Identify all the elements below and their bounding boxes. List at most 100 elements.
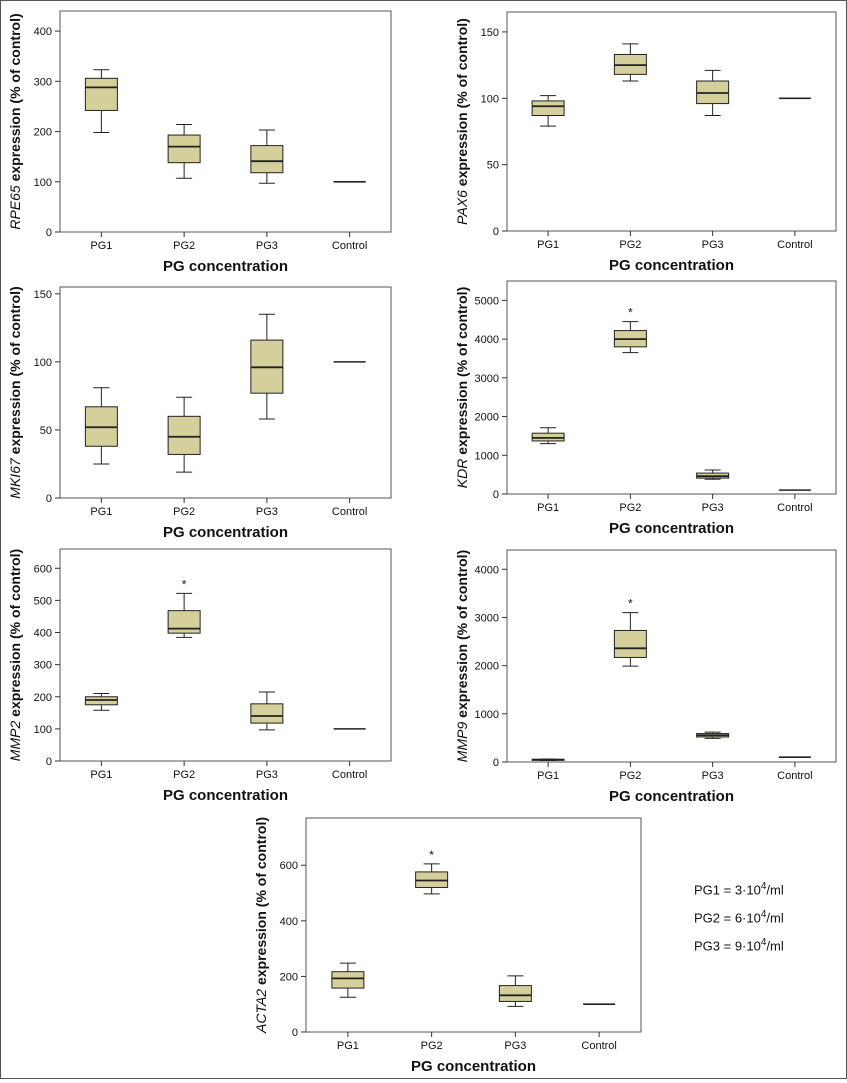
plot-frame	[59, 548, 392, 762]
y-tick-label: 300	[34, 76, 52, 88]
y-axis-label: RPE65 expression (% of control)	[7, 13, 23, 229]
chart-kdr: 0 1000 2000 3000 4000 5000 PG1 PG2 PG3 Control PG …	[454, 280, 837, 537]
y-axis-label: ACTA2 expression (% of control)	[253, 817, 269, 1034]
x-axis-label: PG concentration	[163, 524, 288, 541]
x-tick-label: Control	[777, 502, 812, 514]
y-tick-label: 0	[46, 493, 52, 505]
x-tick-label: Control	[581, 1040, 616, 1052]
box-pg2	[167, 396, 201, 473]
y-axis-gene-name: MMP2	[7, 721, 23, 762]
x-tick-label: PG2	[619, 239, 641, 251]
box-pg2: *	[613, 597, 647, 667]
y-tick-label: 0	[292, 1027, 298, 1039]
x-tick-label: PG1	[337, 1040, 359, 1052]
box-pg2: *	[167, 577, 201, 638]
iqr-box	[250, 145, 284, 174]
plot-frame	[305, 817, 642, 1033]
x-axis-label: PG concentration	[609, 788, 734, 805]
box-pg1	[531, 95, 565, 127]
box-pg1	[84, 693, 118, 711]
iqr-box	[250, 703, 284, 724]
chart-acta2: 0 200 400 600 PG1 PG2 PG3 Control PG concentrati…	[253, 817, 642, 1075]
y-tick-label: 50	[40, 425, 52, 437]
y-axis-unit: expression (% of control)	[253, 817, 269, 989]
box-pg1	[531, 758, 565, 762]
x-tick-label: PG1	[90, 506, 112, 518]
significance-marker: *	[628, 597, 633, 611]
y-tick-label: 0	[493, 757, 499, 769]
y-tick-label: 3000	[475, 612, 499, 624]
x-tick-label: PG2	[173, 506, 195, 518]
chart-mmp9: 0 1000 2000 3000 4000 PG1 PG2 PG3 Control PG conc…	[454, 549, 837, 805]
y-tick-label: 2000	[475, 661, 499, 673]
y-tick-label: 3000	[475, 373, 499, 385]
y-tick-label: 200	[34, 692, 52, 704]
box-pg1	[531, 427, 565, 445]
y-tick-label: 200	[280, 971, 298, 983]
x-tick-label: PG1	[537, 770, 559, 782]
y-tick-label: 1000	[475, 450, 499, 462]
x-tick-label: PG3	[256, 240, 278, 252]
box-pg3	[696, 69, 730, 117]
y-axis-label: MKI67 expression (% of control)	[7, 286, 23, 498]
y-tick-label: 600	[280, 860, 298, 872]
plot-frame	[506, 11, 837, 232]
y-tick-label: 100	[34, 357, 52, 369]
y-tick-label: 0	[46, 227, 52, 239]
iqr-box	[167, 134, 201, 164]
x-tick-label: Control	[777, 239, 812, 251]
x-tick-label: PG2	[173, 240, 195, 252]
box-pg3	[696, 469, 730, 480]
plot-frame	[59, 10, 392, 233]
x-tick-label: PG3	[702, 770, 724, 782]
iqr-box	[331, 971, 365, 989]
x-tick-label: PG2	[619, 502, 641, 514]
y-axis-unit: expression (% of control)	[454, 287, 470, 459]
y-tick-label: 400	[280, 916, 298, 928]
box-pg3	[250, 691, 284, 731]
box-pg2: *	[613, 306, 647, 354]
y-axis-unit: expression (% of control)	[7, 286, 23, 458]
iqr-box	[531, 100, 565, 117]
y-tick-label: 4000	[475, 334, 499, 346]
x-tick-label: PG3	[702, 239, 724, 251]
x-tick-label: PG3	[504, 1040, 526, 1052]
x-tick-label: PG3	[256, 506, 278, 518]
box-pg3	[250, 129, 284, 184]
significance-marker: *	[429, 848, 434, 862]
y-tick-label: 1000	[475, 709, 499, 721]
x-axis-label: PG concentration	[163, 787, 288, 804]
y-tick-label: 0	[493, 226, 499, 238]
box-pg2: *	[415, 848, 449, 895]
iqr-box	[167, 415, 201, 455]
plot-frame	[506, 280, 837, 495]
legend-pg2: PG2 = 6·104/ml	[694, 909, 784, 926]
y-tick-label: 100	[34, 177, 52, 189]
x-tick-label: PG3	[702, 502, 724, 514]
y-axis-gene-name: KDR	[454, 459, 470, 489]
x-axis-label: PG concentration	[163, 258, 288, 275]
y-tick-label: 500	[34, 595, 52, 607]
box-pg1	[84, 69, 118, 134]
y-tick-label: 0	[493, 489, 499, 501]
y-axis-label: MMP2 expression (% of control)	[7, 549, 23, 761]
y-tick-label: 4000	[475, 564, 499, 576]
x-tick-label: Control	[332, 240, 367, 252]
x-tick-label: PG3	[256, 769, 278, 781]
x-tick-label: PG2	[421, 1040, 443, 1052]
y-axis-gene-name: ACTA2	[253, 989, 269, 1034]
chart-pax6: 0 50 100 150 PG1 PG2 PG3 Control PG concentratio…	[454, 11, 837, 274]
y-tick-label: 150	[481, 27, 499, 39]
x-tick-label: PG1	[90, 240, 112, 252]
y-tick-label: 0	[46, 756, 52, 768]
chart-mki67: 0 50 100 150 PG1 PG2 PG3 Control PG concentratio…	[7, 286, 392, 541]
box-pg2	[167, 124, 201, 179]
x-axis-label: PG concentration	[609, 257, 734, 274]
x-axis-label: PG concentration	[609, 520, 734, 537]
y-axis-gene-name: RPE65	[7, 185, 23, 230]
y-axis-label: PAX6 expression (% of control)	[454, 18, 470, 225]
chart-rpe65: 0 100 200 300 400 PG1 PG2 PG3 Control PG concentr…	[7, 10, 392, 275]
y-axis-gene-name: PAX6	[454, 190, 470, 225]
legend-pg3: PG3 = 9·104/ml	[694, 937, 784, 954]
